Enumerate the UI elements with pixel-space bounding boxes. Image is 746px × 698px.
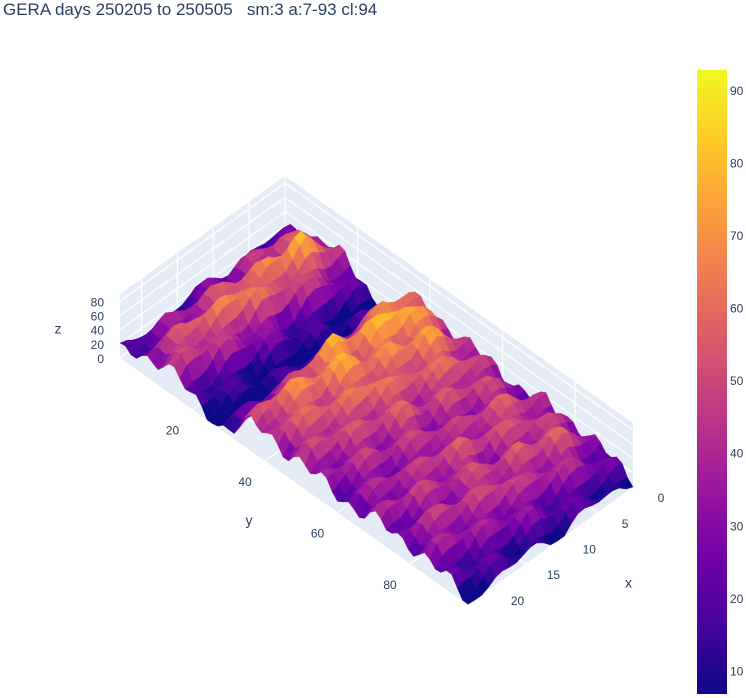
z-tick-label: 80 [91,295,105,309]
colorbar-tick-label: 20 [730,592,744,606]
z-tick-label: 40 [91,324,105,338]
back-wall-left [120,176,285,358]
z-tick-label: 20 [91,338,105,352]
colorbar-tick-label: 60 [730,302,744,316]
colorbar-tick-label: 40 [730,447,744,461]
x-tick-label: 15 [547,568,561,582]
gridline-z-left [119,182,286,302]
colorbar-tick-label: 50 [730,374,744,388]
y-tick-label: 60 [311,527,325,541]
colorbar: 10 20 30 40 50 60 70 80 90 [697,70,744,694]
y-tick-label: 20 [166,424,180,438]
z-axis-title: z [55,321,62,337]
colorbar-tick-label: 70 [730,229,744,243]
colorbar-tick-label: 30 [730,519,744,533]
z-tick-label: 0 [97,352,104,366]
y-tick-label: 80 [383,578,397,592]
x-tick-label: 0 [658,491,665,505]
colorbar-tick-label: 90 [730,84,744,98]
gridline-z-left [119,196,286,316]
colorbar-tick-label: 10 [730,664,744,678]
x-axis-title: x [625,575,632,591]
surface-cell [462,595,476,605]
chart-title: GERA days 250205 to 250505 sm:3 a:7-93 c… [3,0,378,19]
y-axis-title: y [246,512,253,528]
gridline-z-right [284,182,634,431]
x-tick-label: 20 [511,594,525,608]
surface-mesh [119,224,634,605]
colorbar-tick-label: 80 [730,156,744,170]
z-tick-label: 60 [91,310,105,324]
y-tick-label: 40 [238,475,252,489]
x-tick-label: 10 [583,542,597,556]
colorbar-gradient [697,70,727,694]
gridline-z-right [284,196,634,445]
gridline-z-left [119,211,286,331]
x-tick-label: 5 [622,517,629,531]
